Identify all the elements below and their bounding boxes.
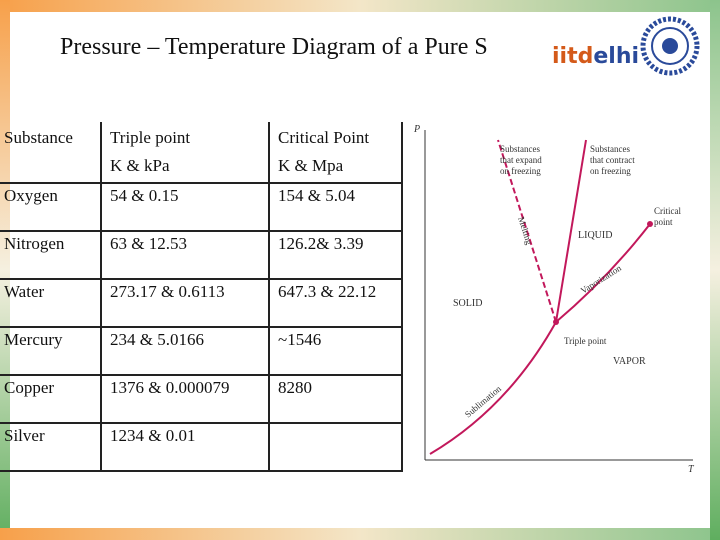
title: Pressure – Temperature Diagram of a Pure… [60, 34, 488, 60]
table-cell: 126.2& 3.39 [269, 231, 403, 280]
diagram-label: point [654, 217, 673, 227]
diagram-label: Substances [500, 144, 540, 154]
table-cell: 234 & 5.0166 [101, 327, 270, 376]
header-line: Triple point [110, 128, 191, 147]
header-line: Substance [4, 128, 73, 147]
diagram-label: Substances [590, 144, 630, 154]
diagram-label: that contract [590, 155, 635, 165]
table-cell: 154 & 5.04 [269, 183, 403, 232]
logo-part: iitd [552, 44, 594, 69]
table-cell: Water [0, 279, 102, 328]
diagram-label: P [413, 124, 420, 135]
diagram-label: on freezing [590, 166, 631, 176]
diagram-label: VAPOR [613, 356, 646, 367]
table-cell: ~1546 [269, 327, 403, 376]
header-line: K & Mpa [278, 156, 344, 175]
table-cell: 1234 & 0.01 [101, 423, 270, 472]
table-row: Silver 1234 & 0.01 [0, 423, 403, 472]
diagram-label: Critical [654, 206, 681, 216]
table-row: Nitrogen 63 & 12.53 126.2& 3.39 [0, 231, 403, 280]
table-cell: Mercury [0, 327, 102, 376]
diagram-label: Triple point [564, 336, 607, 346]
table-cell: Copper [0, 375, 102, 424]
table-cell: 1376 & 0.000079 [101, 375, 270, 424]
table-cell: Silver [0, 423, 102, 472]
table-cell: Nitrogen [0, 231, 102, 280]
diagram-label: T [688, 464, 695, 475]
table-row: Mercury 234 & 5.0166 ~1546 [0, 327, 403, 376]
diagram-label: LIQUID [578, 230, 612, 241]
table-cell: 63 & 12.53 [101, 231, 270, 280]
right-band [710, 0, 720, 540]
header-line: K & kPa [110, 156, 170, 175]
table-cell: 8280 [269, 375, 403, 424]
header-row: Substance Triple point K & kPa Critical Poi… [0, 122, 403, 184]
header-cell: Triple point K & kPa [101, 122, 270, 184]
diagram-label: that expand [500, 155, 542, 165]
table-row: Water 273.17 & 0.6113 647.3 & 22.12 [0, 279, 403, 328]
table-row: Oxygen 54 & 0.15 154 & 5.04 [0, 183, 403, 232]
table-row: Copper 1376 & 0.000079 8280 [0, 375, 403, 424]
table-cell [269, 423, 403, 472]
table-cell: 54 & 0.15 [101, 183, 270, 232]
bottom-band [0, 528, 720, 540]
table-cell: 273.17 & 0.6113 [101, 279, 270, 328]
header-line: Critical Point [278, 128, 370, 147]
diagram-label: on freezing [500, 166, 541, 176]
logo-text: iitdelhi [548, 44, 644, 69]
header-cell: Substance [0, 122, 102, 184]
diagram-label: SOLID [453, 298, 482, 309]
logo-part: elhi [593, 44, 640, 69]
header-cell: Critical Point K & Mpa [269, 122, 403, 184]
table-cell: 647.3 & 22.12 [269, 279, 403, 328]
table-cell: Oxygen [0, 183, 102, 232]
logo-emblem [640, 16, 700, 76]
data-table: Substance Triple point K & kPa Critical Poi… [0, 122, 403, 472]
top-band [0, 0, 720, 12]
